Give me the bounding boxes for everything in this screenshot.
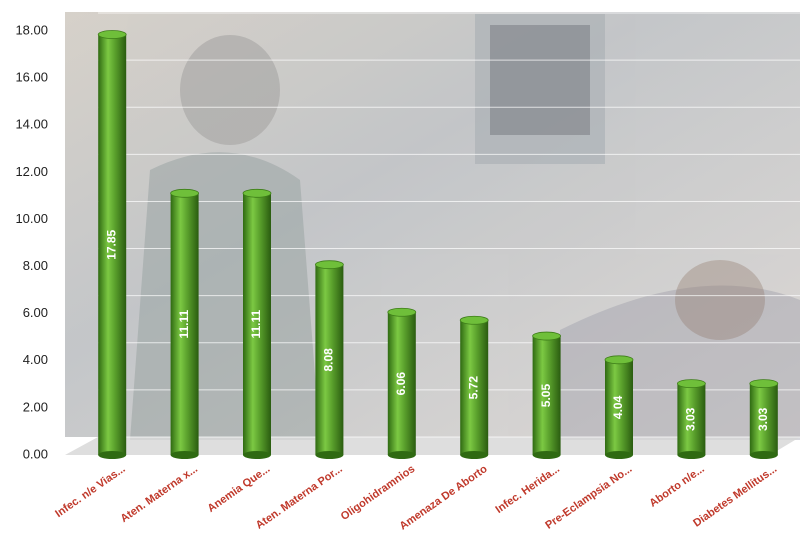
bar-base — [98, 451, 127, 459]
bar — [532, 336, 561, 455]
bar-base — [749, 451, 778, 459]
y-tick-label: 0.00 — [23, 446, 48, 461]
bar — [387, 312, 416, 455]
bar-top — [604, 355, 634, 365]
bar-top — [97, 30, 127, 39]
bar-top — [314, 260, 344, 270]
bar-top — [459, 315, 489, 325]
bar-base — [387, 451, 416, 459]
x-tick-label: Aten. Materna x... — [118, 463, 199, 525]
y-tick-label: 18.00 — [15, 22, 48, 37]
y-tick-label: 14.00 — [15, 117, 48, 132]
bar — [315, 264, 344, 455]
value-label: 11.11 — [249, 309, 263, 338]
x-tick-label: Aborto n/e... — [647, 463, 706, 510]
y-tick-label: 16.00 — [15, 70, 48, 85]
x-tick-label: Infec. n/e Vias... — [53, 463, 127, 520]
x-tick-label: Infec. Herida... — [494, 463, 562, 516]
bar-base — [243, 451, 271, 459]
bar — [749, 383, 778, 455]
x-tick-label: Anemia Que... — [205, 463, 272, 515]
bar — [98, 34, 127, 456]
bar-top — [749, 379, 779, 389]
bar-base — [170, 451, 199, 459]
bar — [460, 320, 489, 455]
bar-top — [170, 188, 200, 198]
bar-base — [315, 451, 344, 459]
value-label: 8.08 — [322, 348, 336, 372]
bar-top — [532, 331, 561, 341]
value-label: 3.03 — [684, 407, 698, 431]
value-label: 5.72 — [466, 376, 480, 400]
value-label: 11.11 — [177, 309, 191, 338]
value-label: 17.85 — [104, 229, 118, 259]
bar — [243, 193, 271, 455]
value-label: 5.05 — [539, 384, 553, 408]
y-tick-label: 4.00 — [23, 352, 48, 367]
bar-base — [605, 451, 633, 459]
bar-base — [460, 451, 489, 459]
bar-base — [532, 451, 561, 459]
value-label: 6.06 — [394, 372, 408, 396]
y-tick-label: 8.00 — [23, 258, 48, 273]
y-tick-label: 12.00 — [15, 164, 48, 179]
bar — [677, 383, 706, 455]
bar — [605, 359, 633, 455]
x-tick-label: Oligohidramnios — [339, 463, 417, 523]
y-tick-label: 6.00 — [23, 305, 48, 320]
bar — [170, 193, 199, 455]
bar-top — [387, 307, 417, 317]
value-label: 4.04 — [611, 395, 625, 419]
y-tick-label: 2.00 — [23, 399, 48, 414]
y-tick-label: 10.00 — [15, 211, 48, 226]
value-label: 3.03 — [756, 407, 770, 431]
bar-top — [677, 379, 706, 389]
bar-base — [677, 451, 706, 459]
bar-top — [242, 188, 272, 198]
